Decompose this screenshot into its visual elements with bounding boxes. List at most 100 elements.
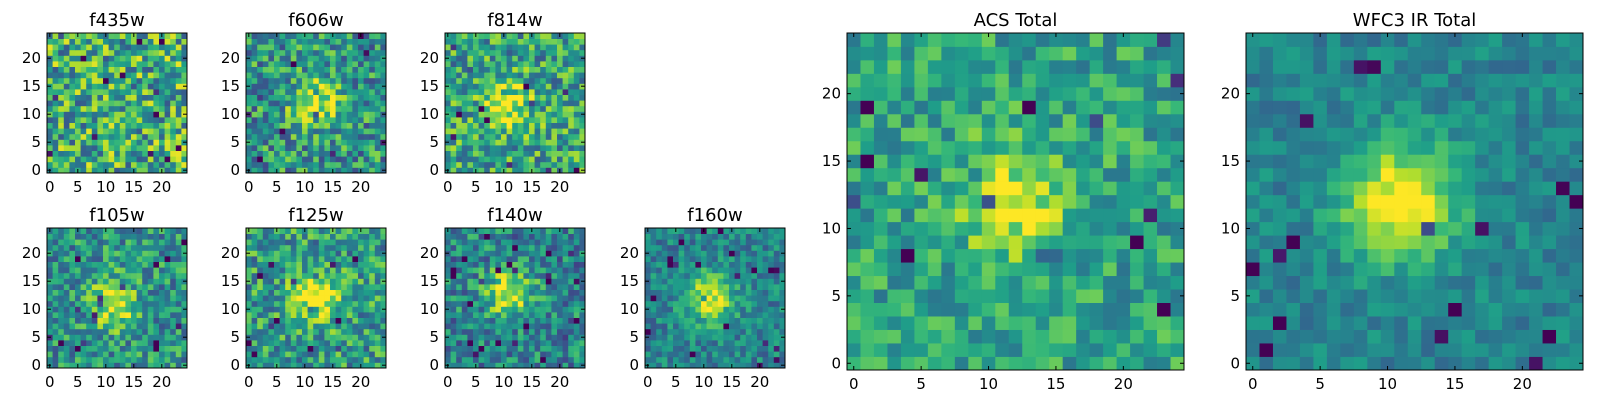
heatmap-cell	[341, 295, 348, 302]
heatmap-cell	[473, 306, 479, 313]
heatmap-cell	[75, 89, 81, 95]
heatmap-cell	[363, 122, 370, 129]
heatmap-cell	[456, 356, 463, 363]
heatmap-cell	[142, 38, 149, 45]
heatmap-cell	[534, 44, 541, 51]
heatmap-cell	[489, 139, 496, 146]
heatmap-cell	[346, 145, 353, 151]
heatmap-cell	[330, 272, 336, 279]
heatmap-cell	[97, 295, 104, 302]
heatmap-cell	[58, 33, 65, 39]
heatmap-cell	[313, 312, 320, 318]
heatmap-cell	[279, 117, 286, 123]
heatmap-cell	[80, 340, 87, 346]
heatmap-cell	[181, 161, 188, 168]
heatmap-cell	[473, 100, 479, 107]
heatmap-cell	[119, 122, 126, 129]
heatmap-cell	[175, 267, 182, 274]
heatmap-cell	[80, 139, 87, 146]
heatmap-cell	[712, 334, 719, 341]
heatmap-cell	[661, 334, 668, 341]
heatmap-cell	[58, 61, 65, 67]
heatmap-cell	[257, 33, 264, 39]
heatmap-cell	[529, 61, 535, 67]
heatmap-cell	[164, 94, 171, 101]
heatmap-cell	[262, 362, 269, 369]
heatmap-cell	[506, 239, 513, 246]
heatmap-cell	[489, 89, 496, 95]
heatmap-cell	[489, 105, 496, 112]
heatmap-cell	[941, 316, 956, 330]
heatmap-cell	[131, 233, 137, 240]
heatmap-cell	[562, 312, 569, 318]
heatmap-cell	[302, 117, 308, 123]
heatmap-cell	[80, 362, 87, 369]
heatmap-cell	[69, 317, 76, 324]
heatmap-cell	[380, 300, 387, 307]
heatmap-cell	[153, 72, 160, 79]
heatmap-cell	[517, 94, 524, 101]
heatmap-cell	[512, 33, 519, 39]
heatmap-cell	[579, 38, 586, 45]
heatmap-cell	[262, 145, 269, 151]
heatmap-cell	[86, 94, 93, 101]
heatmap-cell	[568, 133, 575, 140]
heatmap-cell	[58, 100, 65, 107]
heatmap-cell	[170, 161, 177, 168]
heatmap-cell	[147, 284, 154, 290]
heatmap-cell	[125, 351, 132, 358]
heatmap-cell	[684, 289, 691, 296]
heatmap-cell	[181, 145, 188, 151]
heatmap-cell	[461, 228, 468, 234]
heatmap-cell	[341, 117, 348, 123]
heatmap-cell	[369, 66, 376, 73]
heatmap-cell	[374, 100, 381, 107]
heatmap-cell	[773, 272, 780, 279]
heatmap-cell	[268, 117, 275, 123]
heatmap-cell	[712, 356, 719, 363]
heatmap-cell	[125, 44, 132, 51]
heatmap-cell	[751, 228, 758, 234]
heatmap-cell	[900, 181, 915, 196]
heatmap-cell	[274, 351, 280, 358]
x-tick-label: 10	[494, 373, 513, 391]
heatmap-cell	[318, 256, 325, 262]
heatmap-cell	[285, 72, 292, 79]
heatmap-cell	[103, 244, 109, 251]
heatmap-cell	[551, 100, 558, 107]
heatmap-cell	[369, 250, 376, 257]
heatmap-cell	[562, 289, 569, 296]
heatmap-cell	[661, 356, 668, 363]
heatmap-cell	[995, 248, 1010, 263]
heatmap-cell	[257, 295, 264, 302]
heatmap-cell	[1116, 289, 1131, 303]
heatmap-cell	[501, 38, 507, 45]
heatmap-cell	[517, 38, 524, 45]
heatmap-cell	[656, 289, 663, 296]
heatmap-cell	[324, 244, 331, 251]
heatmap-cell	[170, 122, 177, 129]
heatmap-cell	[847, 181, 861, 196]
heatmap-cell	[954, 208, 969, 223]
heatmap-cell	[58, 340, 65, 346]
heatmap-cell	[847, 316, 861, 330]
heatmap-cell	[523, 128, 530, 135]
heatmap-cell	[52, 306, 59, 313]
axes-frame	[46, 227, 188, 369]
heatmap-cell	[290, 267, 297, 274]
heatmap-cell	[489, 233, 496, 240]
heatmap-cell	[506, 289, 513, 296]
heatmap-cell	[58, 117, 65, 123]
panel-title: f140w	[487, 205, 542, 226]
heatmap-cell	[69, 150, 76, 157]
heatmap-cell	[75, 272, 81, 279]
heatmap-cell	[114, 261, 121, 268]
heatmap-cell	[517, 345, 524, 352]
heatmap-cell	[506, 55, 513, 62]
heatmap-cell	[114, 117, 121, 123]
heatmap-cell	[762, 233, 769, 240]
heatmap-cell	[1116, 181, 1131, 196]
heatmap-cell	[279, 323, 286, 330]
heatmap-cell	[523, 161, 530, 168]
heatmap-cell	[717, 362, 724, 369]
